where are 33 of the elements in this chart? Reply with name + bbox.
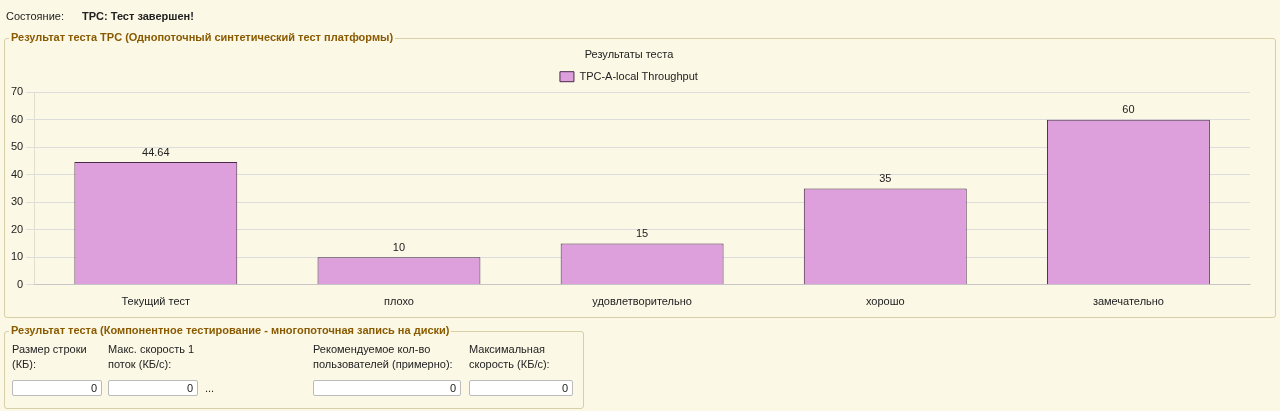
y-tick-label: 50	[10, 140, 24, 153]
legend-label: TPC-A-local Throughput	[579, 69, 698, 82]
text: Состояние:	[6, 10, 64, 22]
data-label: 10	[392, 240, 406, 253]
text: Результат теста (Компонентное тестирование - многопоточная запись на диски)	[9, 324, 452, 336]
y-tick-label: 40	[10, 167, 24, 180]
text: Макс. скорость 1 поток (КБ/с):	[108, 342, 196, 372]
x-tick-label: удовлетворительно	[592, 295, 692, 308]
data-label: 44.64	[142, 145, 170, 158]
text: ...	[205, 382, 215, 394]
y-tick-label: 60	[10, 112, 24, 125]
x-tick-label: хорошо	[865, 295, 905, 308]
y-tick-label: 10	[10, 250, 24, 263]
text: Рекомендуемое кол-во пользователей (примерно):	[313, 342, 454, 372]
number-field: 0	[313, 380, 461, 396]
y-tick-label: 70	[10, 85, 24, 98]
text: Результат теста TPC (Однопоточный синтетический тест платформы)	[9, 31, 396, 43]
number-field: 0	[12, 380, 102, 396]
text: Размер строки (КБ):	[12, 342, 88, 372]
x-tick-label: плохо	[383, 295, 414, 308]
number-field: 0	[108, 380, 198, 396]
y-tick-label: 20	[10, 222, 24, 235]
x-tick-label: замечательно	[1092, 295, 1164, 308]
data-label: 60	[1122, 103, 1135, 116]
y-tick-label: 30	[10, 195, 24, 208]
data-label: 35	[879, 172, 892, 185]
chart-title: Результаты теста	[584, 47, 675, 60]
number-field: 0	[469, 380, 573, 396]
text: TPC: Тест завершен!	[82, 10, 194, 22]
x-tick-label: Текущий тест	[121, 295, 191, 308]
y-tick-label: 0	[17, 277, 24, 290]
data-label: 15	[635, 227, 649, 240]
text: Максимальная скорость (КБ/с):	[469, 342, 551, 372]
